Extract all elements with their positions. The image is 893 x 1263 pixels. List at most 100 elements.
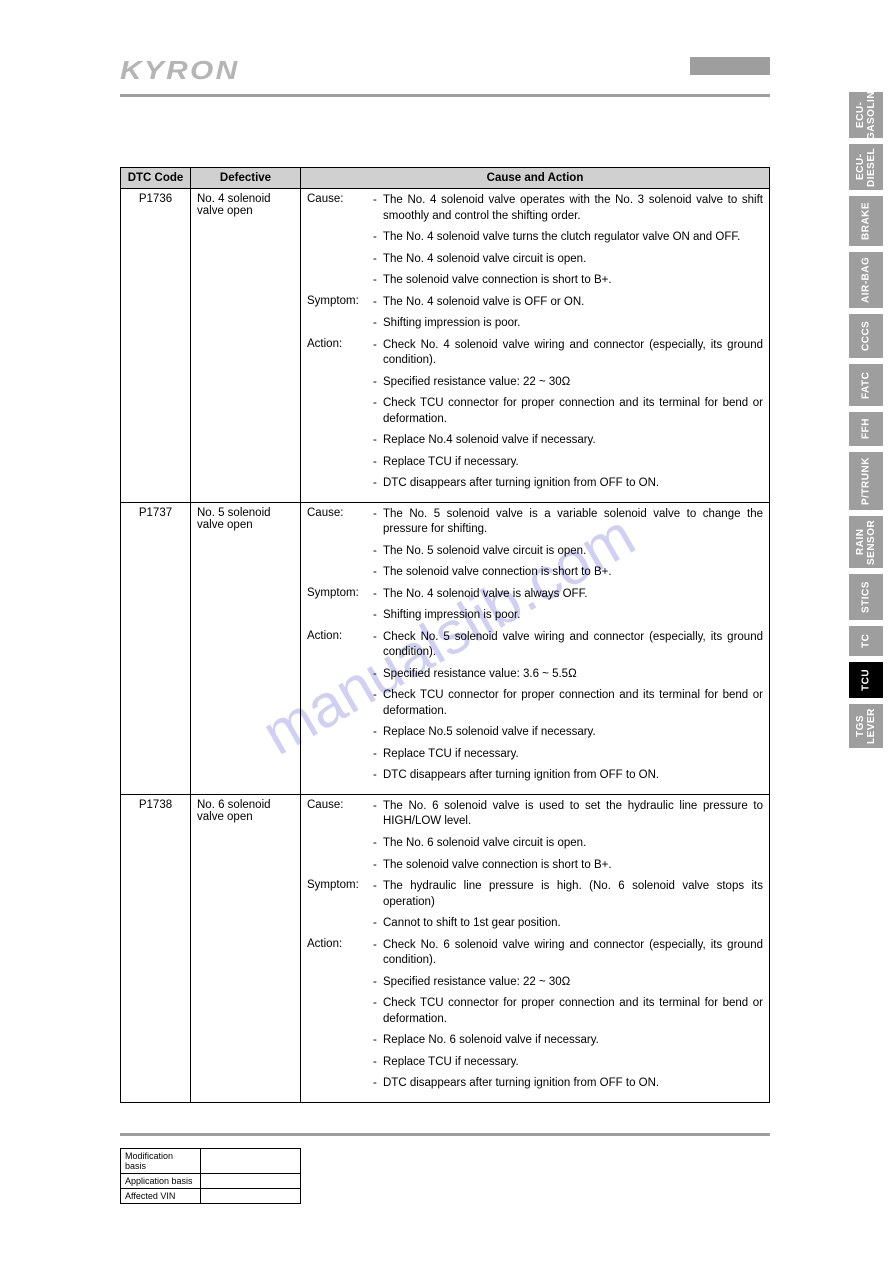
- mod-row: Modification basis: [121, 1148, 301, 1173]
- cause-action-text: Shifting impression is poor.: [383, 608, 763, 624]
- cause-action-text: The No. 4 solenoid valve operates with t…: [383, 193, 763, 224]
- bullet-dash: -: [373, 608, 383, 624]
- cause-action-text: Specified resistance value: 22 ~ 30Ω: [383, 375, 763, 391]
- bullet-dash: -: [373, 879, 383, 910]
- side-tab[interactable]: P/TRUNK: [849, 452, 883, 510]
- side-tab[interactable]: FFH: [849, 412, 883, 446]
- cell-dtc: P1737: [121, 502, 191, 794]
- section-label: [307, 375, 373, 394]
- section-label: [307, 565, 373, 584]
- modification-table: Modification basisApplication basisAffec…: [120, 1148, 301, 1204]
- bullet-dash: -: [373, 916, 383, 932]
- section-label: [307, 667, 373, 686]
- bullet-dash: -: [373, 836, 383, 852]
- cause-action-text: DTC disappears after turning ignition fr…: [383, 1076, 763, 1092]
- side-tab[interactable]: AIR-BAG: [849, 252, 883, 308]
- side-tab[interactable]: TCU: [849, 662, 883, 698]
- bullet-dash: -: [373, 1076, 383, 1092]
- section-label: Action:: [307, 338, 373, 372]
- cause-action-text: Specified resistance value: 22 ~ 30Ω: [383, 975, 763, 991]
- bullet-dash: -: [373, 858, 383, 874]
- cause-action-text: Check No. 6 solenoid valve wiring and co…: [383, 938, 763, 969]
- side-tab[interactable]: RAIN SENSOR: [849, 516, 883, 568]
- cause-action-text: Check TCU connector for proper connectio…: [383, 688, 763, 719]
- header-rule: [120, 94, 770, 97]
- cause-action-text: Specified resistance value: 3.6 ~ 5.5Ω: [383, 667, 763, 683]
- bullet-dash: -: [373, 996, 383, 1027]
- cause-action-text: Replace No.5 solenoid valve if necessary…: [383, 725, 763, 741]
- cause-action-text: The No. 5 solenoid valve is a variable s…: [383, 507, 763, 538]
- cell-cause-action: Cause:-The No. 6 solenoid valve is used …: [301, 794, 770, 1102]
- side-tab[interactable]: STICS: [849, 574, 883, 620]
- cell-defective: No. 5 solenoid valve open: [191, 502, 301, 794]
- section-label: Symptom:: [307, 295, 373, 314]
- table-row: P1737No. 5 solenoid valve openCause:-The…: [121, 502, 770, 794]
- section-label: [307, 768, 373, 787]
- section-label: [307, 836, 373, 855]
- header-grey-block: [690, 57, 770, 75]
- section-label: [307, 544, 373, 563]
- cause-action-text: The No. 4 solenoid valve turns the clutc…: [383, 230, 763, 246]
- side-tab[interactable]: CCCS: [849, 314, 883, 358]
- bullet-dash: -: [373, 688, 383, 719]
- section-label: Action:: [307, 630, 373, 664]
- section-label: [307, 608, 373, 627]
- table-row: P1736No. 4 solenoid valve openCause:-The…: [121, 189, 770, 503]
- section-label: [307, 747, 373, 766]
- cause-action-text: The No. 6 solenoid valve circuit is open…: [383, 836, 763, 852]
- th-defective: Defective: [191, 168, 301, 189]
- section-label: [307, 916, 373, 935]
- section-label: Cause:: [307, 507, 373, 541]
- cell-dtc: P1738: [121, 794, 191, 1102]
- section-label: [307, 688, 373, 722]
- section-label: [307, 1076, 373, 1095]
- section-label: [307, 476, 373, 495]
- cause-action-text: DTC disappears after turning ignition fr…: [383, 476, 763, 492]
- bullet-dash: -: [373, 230, 383, 246]
- cell-defective: No. 4 solenoid valve open: [191, 189, 301, 503]
- cell-defective: No. 6 solenoid valve open: [191, 794, 301, 1102]
- side-tab[interactable]: TC: [849, 626, 883, 656]
- mod-label: Affected VIN: [121, 1188, 201, 1203]
- bullet-dash: -: [373, 725, 383, 741]
- bullet-dash: -: [373, 193, 383, 224]
- side-tab[interactable]: TGS LEVER: [849, 704, 883, 748]
- side-tab[interactable]: BRAKE: [849, 196, 883, 246]
- th-cause-action: Cause and Action: [301, 168, 770, 189]
- side-tab[interactable]: ECU- DIESEL: [849, 144, 883, 190]
- bullet-dash: -: [373, 252, 383, 268]
- bullet-dash: -: [373, 630, 383, 661]
- bullet-dash: -: [373, 316, 383, 332]
- section-label: [307, 725, 373, 744]
- cause-action-text: Replace No. 6 solenoid valve if necessar…: [383, 1033, 763, 1049]
- cause-action-text: Replace TCU if necessary.: [383, 455, 763, 471]
- side-tab[interactable]: ECU- GASOLIN: [849, 92, 883, 138]
- page-content: KYRON DTC Code Defective Cause and Actio…: [120, 55, 770, 1204]
- bullet-dash: -: [373, 396, 383, 427]
- section-label: [307, 975, 373, 994]
- bullet-dash: -: [373, 544, 383, 560]
- bullet-dash: -: [373, 1055, 383, 1071]
- cause-action-text: The No. 4 solenoid valve is OFF or ON.: [383, 295, 763, 311]
- bullet-dash: -: [373, 455, 383, 471]
- section-label: [307, 433, 373, 452]
- section-label: [307, 230, 373, 249]
- mod-row: Application basis: [121, 1173, 301, 1188]
- bullet-dash: -: [373, 295, 383, 311]
- mod-label: Application basis: [121, 1173, 201, 1188]
- section-label: Symptom:: [307, 879, 373, 913]
- cause-action-text: Replace TCU if necessary.: [383, 1055, 763, 1071]
- bullet-dash: -: [373, 338, 383, 369]
- cause-action-text: Check No. 5 solenoid valve wiring and co…: [383, 630, 763, 661]
- section-label: [307, 858, 373, 877]
- cause-action-text: Check No. 4 solenoid valve wiring and co…: [383, 338, 763, 369]
- section-label: [307, 316, 373, 335]
- side-tabs: ECU- GASOLIN ECU- DIESEL BRAKE AIR-BAG CCCS F…: [849, 92, 883, 748]
- cause-action-text: Shifting impression is poor.: [383, 316, 763, 332]
- cause-action-text: DTC disappears after turning ignition fr…: [383, 768, 763, 784]
- mod-row: Affected VIN: [121, 1188, 301, 1203]
- cause-action-text: The No. 4 solenoid valve is always OFF.: [383, 587, 763, 603]
- side-tab[interactable]: FATC: [849, 364, 883, 406]
- cause-action-text: The No. 6 solenoid valve is used to set …: [383, 799, 763, 830]
- section-label: [307, 996, 373, 1030]
